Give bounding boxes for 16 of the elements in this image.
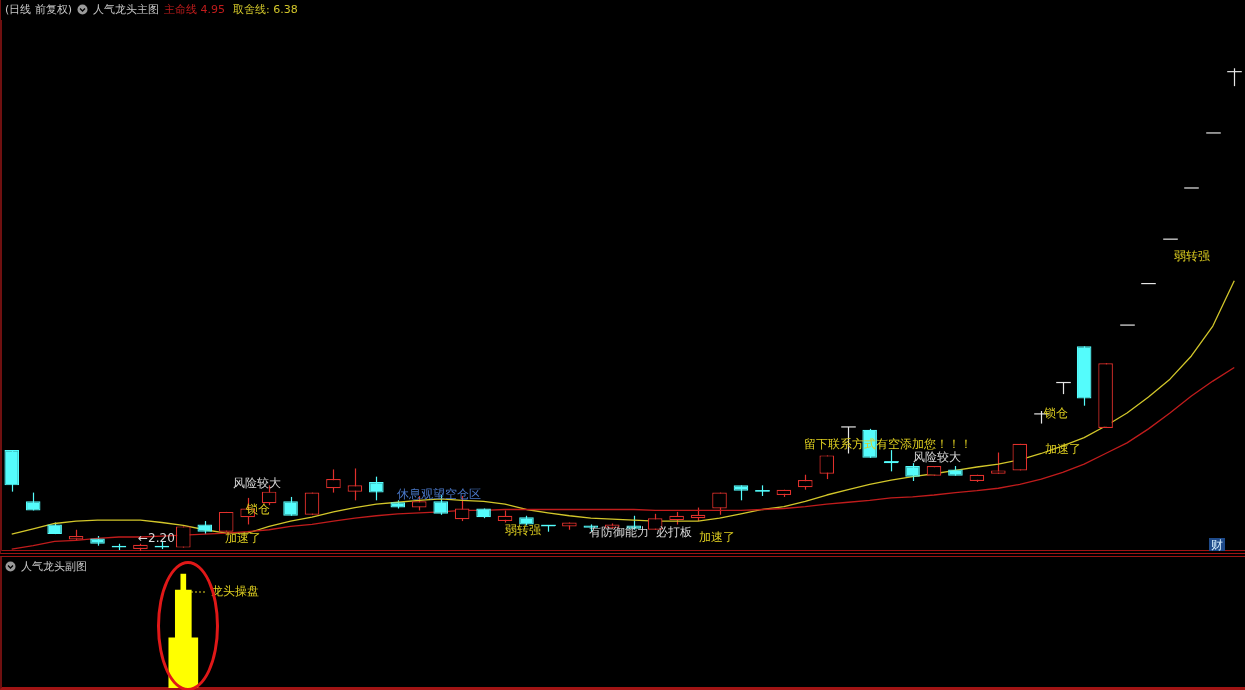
annotation: 锁仓 [1043,406,1068,421]
annotation: 加速了 [699,530,735,545]
chart-title: 人气龙头副图 [21,559,87,574]
annotation: 弱转强 [1174,249,1210,264]
text: 取舍线: 6.38 [233,2,298,17]
annotation: 风险较大 [233,476,281,491]
chart-title: (日线 前复权) [5,2,73,17]
annotation: 加速了 [225,531,261,546]
annotation: 休息观望空仓区 [397,486,481,501]
annotation: 有防御能力 [589,525,649,540]
annotation: 风险较大 [913,449,961,464]
annotation: 必打板 [656,525,692,540]
text: 主命线 4.95 [164,2,226,17]
annotation: 弱转强 [505,522,541,537]
annotation: 财 [1211,538,1223,553]
chart-subtitle: 人气龙头主图 [93,2,160,17]
